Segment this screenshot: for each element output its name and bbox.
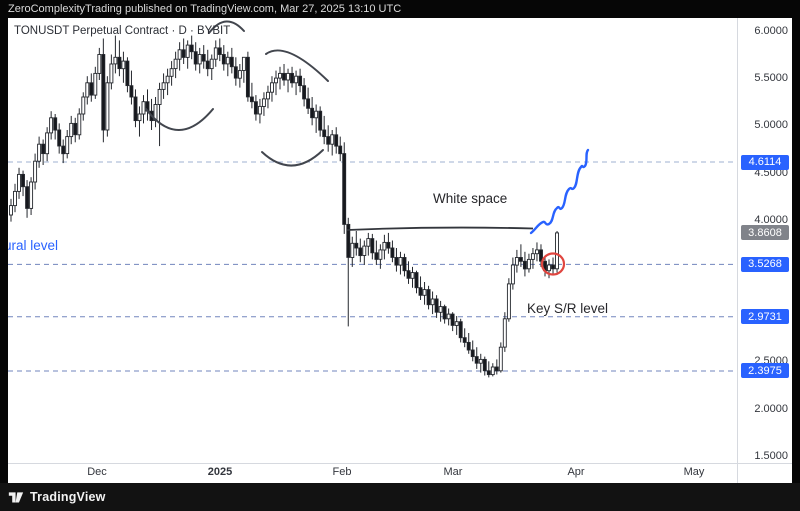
price-tick-label: 5.5000 xyxy=(754,72,788,85)
price-tick-label: 6.0000 xyxy=(754,24,788,37)
tradingview-brand-text[interactable]: TradingView xyxy=(30,490,106,504)
symbol-title: TONUSDT Perpetual Contract · D · BYBIT xyxy=(14,25,231,37)
price-level-badge: 3.5268 xyxy=(741,256,789,272)
right-letterbox xyxy=(792,18,800,483)
time-tick-label: Apr xyxy=(567,466,585,478)
price-tick-label: 4.0000 xyxy=(754,213,788,226)
time-tick-label: Feb xyxy=(332,466,352,478)
price-axis[interactable]: 6.0000 5.5000 5.0000 4.5000 4.0000 2.5000 2.00… xyxy=(738,18,792,463)
arc-annotation-1[interactable] xyxy=(145,108,214,131)
projection-squiggle-arrow[interactable] xyxy=(529,148,590,235)
time-axis-border xyxy=(8,463,792,464)
arc-annotation-3[interactable] xyxy=(265,49,329,82)
price-level-badge: 2.9731 xyxy=(741,309,789,325)
price-level-badge: 3.8608 xyxy=(741,225,789,241)
attribution-text: ZeroComplexityTrading published on Tradi… xyxy=(8,3,402,15)
time-tick-label: Dec xyxy=(87,466,107,478)
arc-annotation-2[interactable] xyxy=(208,20,245,34)
time-axis[interactable]: Dec 2025 Feb Mar Apr May xyxy=(8,464,737,483)
alert-level-lines xyxy=(8,161,737,372)
price-level-badge: 4.6114 xyxy=(741,154,789,170)
price-axis-border xyxy=(737,18,738,483)
time-tick-label: 2025 xyxy=(207,466,233,478)
price-level-badge: 2.3975 xyxy=(741,363,789,379)
sr-horizontal-line[interactable] xyxy=(346,226,534,231)
candlesticks xyxy=(9,35,559,378)
annotation-level-label-clipped[interactable]: ural level xyxy=(4,238,59,253)
tradingview-logo-icon[interactable] xyxy=(8,489,24,505)
price-tick-label: 2.0000 xyxy=(754,402,788,415)
attribution-bar: ZeroComplexityTrading published on Tradi… xyxy=(0,0,800,18)
price-tick-label: 5.0000 xyxy=(754,119,788,132)
arc-annotation-4[interactable] xyxy=(261,149,324,167)
left-letterbox xyxy=(0,18,8,483)
time-tick-label: Mar xyxy=(443,466,463,478)
price-tick-label: 4.5000 xyxy=(754,166,788,179)
tradingview-footer: TradingView xyxy=(0,483,800,511)
red-circle-highlight[interactable] xyxy=(540,252,566,276)
annotation-white-space[interactable]: White space xyxy=(433,191,508,206)
time-tick-label: May xyxy=(683,466,705,478)
price-tick-label: 1.5000 xyxy=(754,449,788,462)
annotation-key-sr-level[interactable]: Key S/R level xyxy=(527,301,609,316)
